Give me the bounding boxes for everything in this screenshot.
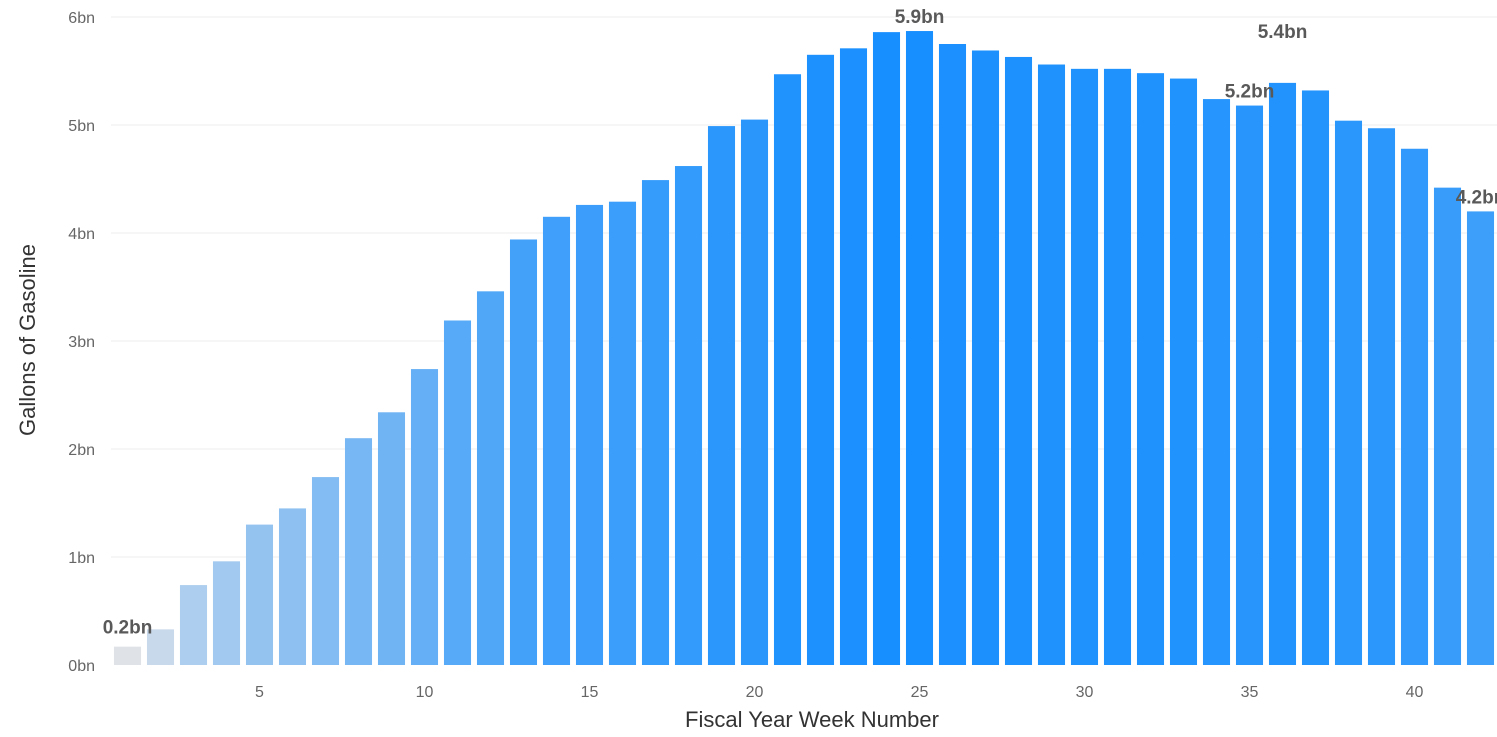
bar: [1004, 56, 1033, 665]
data-label: 4.2bn: [1456, 187, 1497, 208]
bar: [674, 166, 703, 666]
bar: [905, 31, 934, 666]
bar: [1268, 82, 1297, 665]
bar: [1202, 99, 1231, 665]
bar: [1334, 120, 1363, 666]
bar: [1400, 148, 1429, 665]
data-labels: 0.2bn 5.9bn 5.2bn 5.4bn 4.2bn: [103, 7, 1497, 639]
bar: [1103, 68, 1132, 666]
y-axis-title: Gallons of Gasoline: [15, 244, 40, 436]
y-tick-label: 0bn: [68, 658, 95, 675]
bar: [1367, 128, 1396, 666]
y-tick-label: 5bn: [68, 118, 95, 135]
bar: [740, 119, 769, 666]
x-tick-label: 15: [581, 684, 599, 701]
bar: [1235, 105, 1264, 665]
x-tick-label: 35: [1241, 684, 1259, 701]
bar: [245, 524, 274, 665]
bar: [872, 32, 901, 666]
bar: [1136, 73, 1165, 665]
y-tick-label: 4bn: [68, 226, 95, 243]
bar: [146, 629, 175, 665]
data-label: 5.4bn: [1258, 22, 1308, 43]
bar: [1070, 68, 1099, 666]
bar: [608, 201, 637, 665]
x-tick-label: 20: [746, 684, 764, 701]
data-label: 5.2bn: [1225, 82, 1275, 103]
gridlines: [111, 16, 1497, 558]
data-label: 5.9bn: [895, 7, 945, 28]
bar: [806, 54, 835, 666]
bar: [542, 216, 571, 666]
x-tick-label: 25: [911, 684, 929, 701]
bar: [344, 438, 373, 665]
bar: [410, 369, 439, 665]
bar: [311, 477, 340, 665]
y-axis-ticks: 0bn 1bn 2bn 3bn 4bn 5bn 6bn: [68, 10, 95, 675]
bar: [707, 126, 736, 665]
y-tick-label: 6bn: [68, 10, 95, 27]
bar: [113, 646, 142, 665]
bar: [212, 561, 241, 665]
bar: [1037, 64, 1066, 665]
x-tick-label: 40: [1406, 684, 1424, 701]
x-tick-label: 5: [255, 684, 264, 701]
bar: [1433, 187, 1462, 665]
bar: [839, 48, 868, 665]
bar: [1466, 211, 1495, 665]
bar: [476, 291, 505, 665]
bar: [1301, 90, 1330, 665]
bar: [377, 412, 406, 665]
x-axis-ticks: 5 10 15 20 25 30 35 40: [255, 684, 1423, 701]
x-tick-label: 10: [416, 684, 434, 701]
bar: [278, 508, 307, 665]
bar: [1169, 78, 1198, 665]
bar: [509, 239, 538, 666]
bar: [773, 74, 802, 666]
bar-series: [113, 31, 1495, 666]
bar: [971, 50, 1000, 666]
bar: [443, 320, 472, 665]
x-axis-title: Fiscal Year Week Number: [685, 707, 939, 732]
y-tick-label: 2bn: [68, 442, 95, 459]
bar: [179, 585, 208, 665]
bar: [938, 44, 967, 665]
x-tick-label: 30: [1076, 684, 1094, 701]
bar: [575, 204, 604, 666]
y-tick-label: 3bn: [68, 334, 95, 351]
data-label: 0.2bn: [103, 618, 153, 639]
y-tick-label: 1bn: [68, 550, 95, 567]
bar: [641, 180, 670, 665]
